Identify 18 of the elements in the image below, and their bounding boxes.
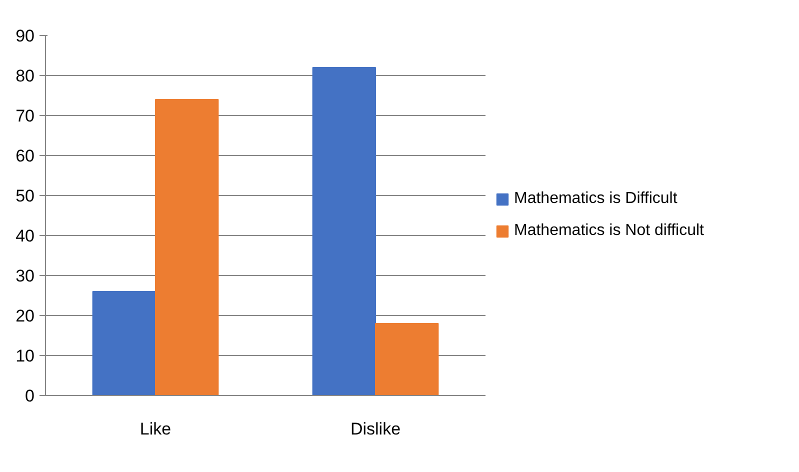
y-tick-label: 20 [16, 306, 35, 326]
bar [155, 99, 219, 396]
legend-label: Mathematics is Not difficult [514, 222, 704, 240]
y-tick-label: 50 [16, 186, 35, 206]
bar [92, 291, 156, 396]
legend-label: Mathematics is Difficult [514, 190, 678, 208]
bar [375, 323, 439, 396]
y-tick-label: 10 [16, 346, 35, 366]
bar [312, 67, 376, 396]
y-tick-label: 30 [16, 266, 35, 286]
y-tick-label: 70 [16, 106, 35, 126]
y-tick-label: 0 [25, 386, 35, 406]
y-tick-label: 40 [16, 226, 35, 246]
y-tick-label: 80 [16, 66, 35, 86]
y-tick-label: 90 [16, 26, 35, 46]
x-tick-label: Like [140, 420, 172, 438]
y-tick-label: 60 [16, 146, 35, 166]
x-tick-label: Dislike [350, 420, 401, 438]
